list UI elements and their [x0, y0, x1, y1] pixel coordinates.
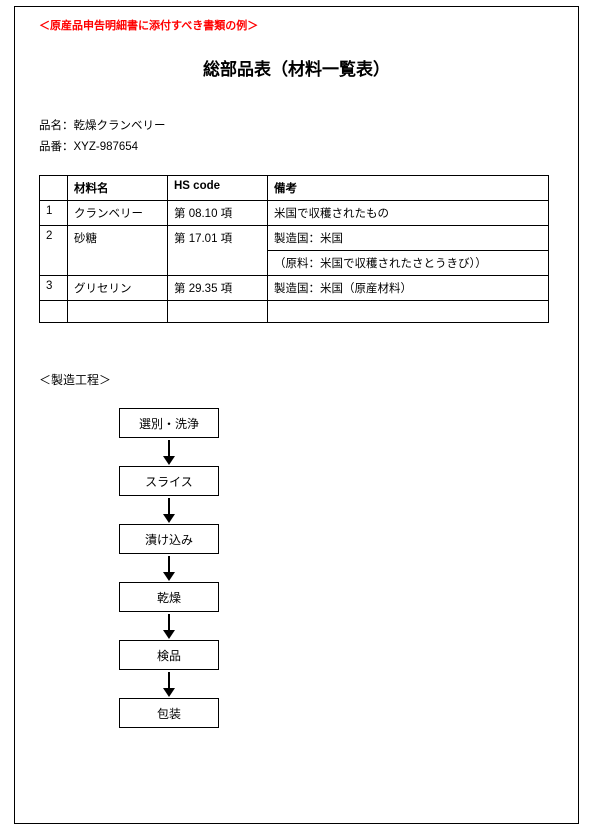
th-note: 備考 — [268, 176, 549, 201]
flow-node: スライス — [119, 466, 219, 496]
table-body: 1クランベリー第 08.10 項米国で収穫されたもの2砂糖第 17.01 項製造… — [40, 201, 549, 323]
product-code-label: 品番： — [39, 141, 74, 153]
flow-arrow-down-icon — [119, 496, 219, 524]
cell-idx: 1 — [40, 201, 68, 226]
flow-arrow-down-icon — [119, 438, 219, 466]
cell-name: 砂糖 — [68, 226, 168, 276]
cell-hs — [168, 301, 268, 323]
flow-node: 検品 — [119, 640, 219, 670]
th-hs: HS code — [168, 176, 268, 201]
product-code-row: 品番：XYZ-987654 — [39, 137, 554, 158]
cell-name: クランベリー — [68, 201, 168, 226]
cell-note: 製造国：米国（原産材料） — [268, 276, 549, 301]
flowchart: 選別・洗浄スライス漬け込み乾燥検品包装 — [119, 408, 554, 728]
th-idx — [40, 176, 68, 201]
cell-idx: 2 — [40, 226, 68, 276]
flow-arrow-down-icon — [119, 554, 219, 582]
cell-note — [268, 301, 549, 323]
flow-arrow-down-icon — [119, 612, 219, 640]
flow-node: 包装 — [119, 698, 219, 728]
page-title: 総部品表（材料一覧表） — [39, 55, 554, 80]
page-border: ＜原産品申告明細書に添付すべき書類の例＞ 総部品表（材料一覧表） 品名：乾燥クラ… — [14, 6, 579, 824]
th-name: 材料名 — [68, 176, 168, 201]
cell-note: （原料：米国で収穫されたさとうきび）） — [268, 251, 549, 276]
product-code-value: XYZ-987654 — [74, 141, 139, 153]
cell-note: 米国で収穫されたもの — [268, 201, 549, 226]
product-meta: 品名：乾燥クランベリー 品番：XYZ-987654 — [39, 116, 554, 157]
cell-hs: 第 17.01 項 — [168, 226, 268, 276]
flow-node: 乾燥 — [119, 582, 219, 612]
product-name-value: 乾燥クランベリー — [74, 120, 166, 132]
product-name-label: 品名： — [39, 120, 74, 132]
table-row: 2砂糖第 17.01 項製造国：米国 — [40, 226, 549, 251]
process-label: ＜製造工程＞ — [39, 371, 554, 388]
cell-name — [68, 301, 168, 323]
cell-hs: 第 08.10 項 — [168, 201, 268, 226]
table-header-row: 材料名 HS code 備考 — [40, 176, 549, 201]
flow-node: 漬け込み — [119, 524, 219, 554]
cell-idx — [40, 301, 68, 323]
materials-table: 材料名 HS code 備考 1クランベリー第 08.10 項米国で収穫されたも… — [39, 175, 549, 323]
cell-name: グリセリン — [68, 276, 168, 301]
table-row — [40, 301, 549, 323]
table-row: 1クランベリー第 08.10 項米国で収穫されたもの — [40, 201, 549, 226]
header-note: ＜原産品申告明細書に添付すべき書類の例＞ — [39, 17, 554, 33]
flow-node: 選別・洗浄 — [119, 408, 219, 438]
cell-hs: 第 29.35 項 — [168, 276, 268, 301]
cell-note: 製造国：米国 — [268, 226, 549, 251]
cell-idx: 3 — [40, 276, 68, 301]
table-row: 3グリセリン第 29.35 項製造国：米国（原産材料） — [40, 276, 549, 301]
flow-arrow-down-icon — [119, 670, 219, 698]
product-name-row: 品名：乾燥クランベリー — [39, 116, 554, 137]
